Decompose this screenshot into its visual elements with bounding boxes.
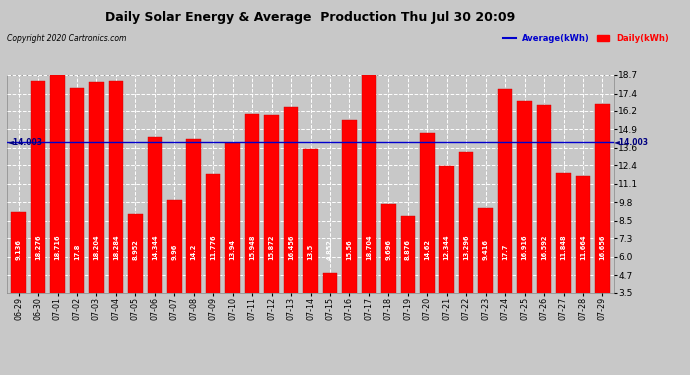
Text: 11.848: 11.848 [560,234,566,260]
Text: 16.656: 16.656 [600,234,605,260]
Bar [381,204,395,343]
Text: 11.664: 11.664 [580,234,586,260]
Bar [400,216,415,343]
Bar [575,176,590,343]
Text: 14.344: 14.344 [152,234,158,260]
Text: 16.456: 16.456 [288,234,294,260]
Text: 16.592: 16.592 [541,234,547,260]
Text: 13.94: 13.94 [230,239,236,260]
Text: 15.872: 15.872 [268,234,275,260]
Text: 16.916: 16.916 [522,234,528,260]
Bar [362,75,376,343]
Legend: Average(kWh), Daily(kWh): Average(kWh), Daily(kWh) [500,30,672,46]
Text: 4.852: 4.852 [327,239,333,260]
Text: 9.136: 9.136 [16,239,21,260]
Text: 14.2: 14.2 [190,243,197,260]
Text: 11.776: 11.776 [210,234,216,260]
Text: 17.8: 17.8 [74,243,80,260]
Bar [284,107,298,343]
Bar [342,120,357,343]
Bar [537,105,551,343]
Text: 18.204: 18.204 [93,234,99,260]
Text: 9.696: 9.696 [385,239,391,260]
Text: Copyright 2020 Cartronics.com: Copyright 2020 Cartronics.com [7,34,126,43]
Bar [459,152,473,343]
Text: 12.344: 12.344 [444,234,450,260]
Text: 9.96: 9.96 [171,243,177,260]
Bar [303,149,318,343]
Bar [497,89,513,343]
Bar [11,212,26,343]
Bar [167,200,181,343]
Bar [186,140,201,343]
Text: 8.952: 8.952 [132,239,139,260]
Text: 13.5: 13.5 [308,244,313,260]
Text: 18.716: 18.716 [55,234,61,260]
Text: 18.704: 18.704 [366,234,372,260]
Bar [206,174,221,343]
Bar [31,81,46,343]
Text: 15.948: 15.948 [249,234,255,260]
Text: Daily Solar Energy & Average  Production Thu Jul 30 20:09: Daily Solar Energy & Average Production … [106,11,515,24]
Text: 17.7: 17.7 [502,243,508,260]
Bar [518,100,532,343]
Text: 15.56: 15.56 [346,239,353,260]
Bar [245,114,259,343]
Bar [420,134,435,343]
Text: 18.276: 18.276 [35,234,41,260]
Text: 9.416: 9.416 [482,239,489,260]
Bar [108,81,124,343]
Bar [128,214,143,343]
Bar [50,75,65,343]
Text: 14.62: 14.62 [424,239,431,260]
Bar [264,116,279,343]
Bar [323,273,337,343]
Bar [70,88,84,343]
Text: ◄14.003: ◄14.003 [614,138,649,147]
Text: ◄14.003: ◄14.003 [8,138,43,147]
Text: 13.296: 13.296 [463,234,469,260]
Bar [148,137,162,343]
Bar [556,173,571,343]
Text: 8.876: 8.876 [405,239,411,260]
Text: 18.284: 18.284 [113,234,119,260]
Bar [478,208,493,343]
Bar [89,82,104,343]
Bar [226,143,240,343]
Bar [595,104,610,343]
Bar [440,166,454,343]
